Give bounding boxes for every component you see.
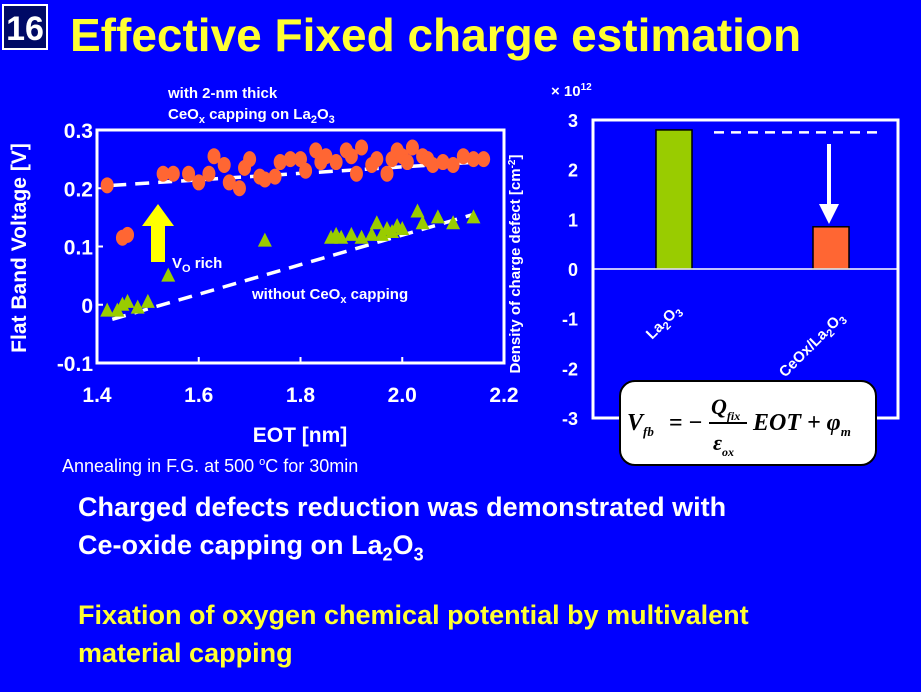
- data-point-capped: [446, 156, 460, 173]
- data-point-uncapped: [140, 293, 155, 308]
- data-point-capped: [400, 154, 414, 171]
- data-point-capped: [217, 156, 231, 173]
- data-point-capped: [299, 162, 313, 179]
- data-point-uncapped: [161, 267, 176, 282]
- bar-y-tick-label: -1: [562, 310, 578, 330]
- bar-y-tick-label: -2: [562, 359, 578, 379]
- fit-line: [111, 212, 474, 321]
- data-point-uncapped: [130, 299, 145, 314]
- scatter-ticks: 0.3 0.2 0.1 0 -0.1 1.4 1.6 1.8 2.0 2.2: [57, 120, 519, 407]
- data-point-uncapped: [364, 226, 379, 241]
- svg-text:Vfb: Vfb: [627, 410, 654, 439]
- data-point-capped: [273, 154, 287, 171]
- svg-text:εox: εox: [713, 430, 734, 459]
- data-point-capped: [156, 165, 170, 182]
- x-tick-label: 2.0: [388, 384, 417, 407]
- svg-text:Qfix: Qfix: [711, 394, 740, 423]
- bar-y-tick-label: 0: [568, 260, 578, 280]
- scatter-fit-lines: [111, 160, 479, 321]
- data-point-capped: [268, 168, 282, 185]
- slide-number: 16: [2, 4, 48, 50]
- data-point-capped: [329, 154, 343, 171]
- data-point-capped: [202, 165, 216, 182]
- data-point-capped: [232, 180, 246, 197]
- data-point-uncapped: [120, 293, 135, 308]
- svg-text:= −: = −: [669, 410, 702, 436]
- data-point-capped: [349, 165, 363, 182]
- bar-y-tick-label: 3: [568, 111, 578, 131]
- data-point-uncapped: [410, 203, 425, 218]
- data-point-uncapped: [257, 232, 272, 247]
- data-point-uncapped: [369, 215, 384, 230]
- data-point-capped: [466, 151, 480, 168]
- x-axis-label: EOT [nm]: [253, 424, 348, 447]
- y-tick-label: -0.1: [57, 353, 94, 376]
- capped-annotation-line2: CeOx capping on La2O3: [168, 106, 335, 126]
- x-tick-label: 1.6: [184, 384, 213, 407]
- bars: [655, 129, 850, 270]
- data-point-capped: [100, 177, 114, 194]
- slide-title: Effective Fixed charge estimation: [70, 9, 802, 61]
- data-point-capped: [283, 151, 297, 168]
- svg-text:EOT + φm: EOT + φm: [752, 410, 851, 439]
- bar-category-label-la2o3: La2O3: [643, 302, 686, 345]
- y-tick-label: 0: [81, 295, 93, 318]
- data-point-capped: [344, 148, 358, 165]
- y-tick-label: 0.2: [64, 178, 93, 201]
- x-tick-label: 1.8: [286, 384, 316, 407]
- reduction-arrow: [819, 144, 839, 224]
- data-point-capped: [121, 226, 135, 243]
- bar-1: [812, 226, 850, 270]
- bar-ticks: 3 2 1 0 -1 -2 -3: [562, 111, 578, 429]
- bullet-charged-defects: Charged defects reduction was demonstrat…: [78, 492, 727, 565]
- data-point-capped: [258, 171, 272, 188]
- data-point-uncapped: [354, 229, 369, 244]
- data-point-uncapped: [430, 209, 445, 224]
- flatband-equation: Vfb = − Qfix εox EOT + φm: [627, 394, 851, 459]
- bar-y-tick-label: 1: [568, 210, 578, 230]
- bar-y-tick-label: 2: [568, 161, 578, 181]
- data-point-capped: [166, 165, 180, 182]
- data-point-capped: [477, 151, 491, 168]
- data-point-capped: [355, 139, 369, 156]
- multiplier-label: × 1012: [551, 82, 592, 100]
- uncapped-annotation: without CeOx capping: [251, 286, 408, 306]
- data-point-capped: [192, 174, 206, 191]
- y-tick-label: 0.1: [64, 237, 94, 260]
- data-point-capped: [436, 154, 450, 171]
- data-point-uncapped: [446, 215, 461, 230]
- data-point-capped: [456, 148, 470, 165]
- bar-category-label-ceox: CeOx/La2O3: [776, 309, 850, 383]
- bar-0: [655, 129, 693, 270]
- y-axis-label: Flat Band Voltage [V]: [8, 143, 31, 353]
- vo-rich-label: VO rich: [172, 255, 222, 275]
- data-point-capped: [370, 151, 384, 168]
- annealing-note: Annealing in F.G. at 500 oC for 30min: [62, 456, 359, 476]
- x-tick-label: 2.2: [489, 384, 518, 407]
- data-point-capped: [207, 148, 221, 165]
- data-point-capped: [222, 174, 236, 191]
- vo-rich-up-arrow: [142, 204, 174, 262]
- data-point-capped: [405, 139, 419, 156]
- bar-y-tick-label: -3: [562, 409, 578, 429]
- data-point-uncapped: [466, 209, 481, 224]
- x-tick-label: 1.4: [82, 384, 112, 407]
- data-point-uncapped: [395, 221, 410, 236]
- y-tick-label: 0.3: [64, 120, 93, 143]
- data-point-capped: [380, 165, 394, 182]
- data-point-capped: [243, 151, 257, 168]
- capped-annotation-line1: with 2-nm thick: [167, 85, 278, 102]
- data-point-uncapped: [344, 226, 359, 241]
- fit-line: [112, 160, 479, 188]
- data-point-uncapped: [100, 302, 115, 317]
- flatband-equation-box: Vfb = − Qfix εox EOT + φm: [619, 380, 877, 466]
- data-point-capped: [319, 148, 333, 165]
- data-point-capped: [426, 156, 440, 173]
- bar-y-axis-label: Density of charge defect [cm-2]: [507, 155, 524, 374]
- data-point-uncapped: [415, 215, 430, 230]
- scatter-points: [100, 139, 491, 317]
- data-point-capped: [182, 165, 196, 182]
- bullet-fixation: Fixation of oxygen chemical potential by…: [78, 600, 749, 668]
